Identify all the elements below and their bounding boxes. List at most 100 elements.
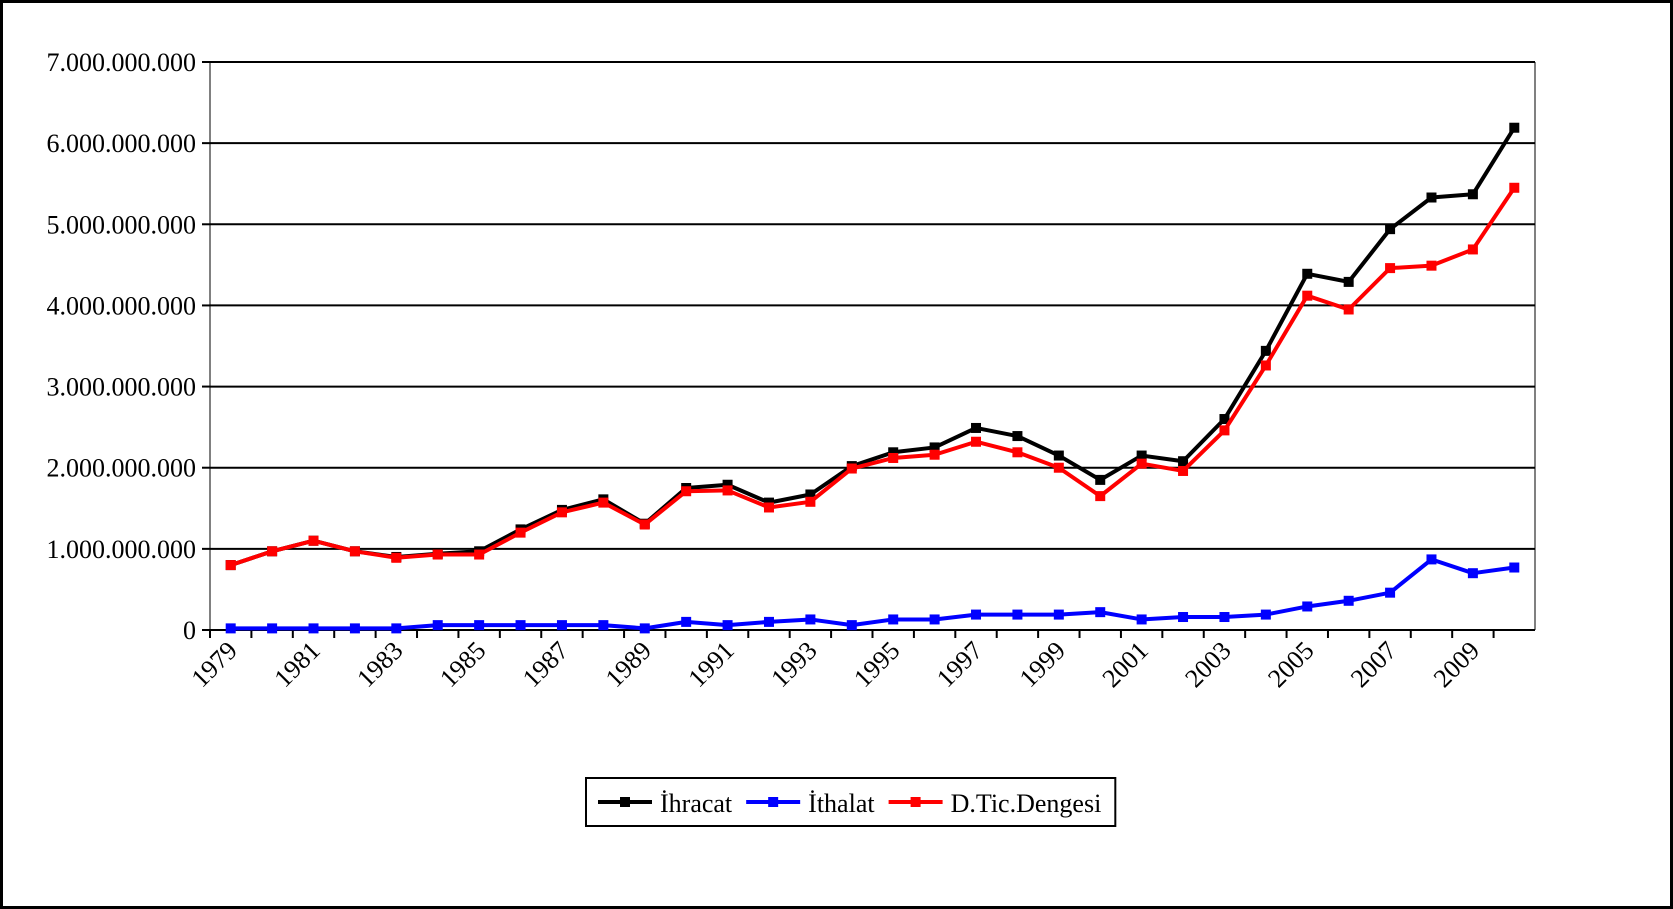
point-marker (681, 616, 692, 627)
point-marker (432, 549, 443, 560)
point-marker (929, 449, 940, 460)
point-marker (556, 507, 567, 518)
point-marker (1343, 595, 1354, 606)
point-marker (1302, 601, 1313, 612)
point-marker (805, 496, 816, 507)
point-marker (929, 442, 940, 453)
point-marker (763, 616, 774, 627)
point-marker (888, 452, 899, 463)
y-tick-label: 6.000.000.000 (47, 129, 197, 158)
point-marker (888, 447, 899, 458)
legend-marker (768, 797, 779, 807)
point-marker (1136, 614, 1147, 625)
point-marker (1136, 458, 1147, 469)
point-marker (391, 552, 402, 563)
point-marker (267, 546, 278, 557)
point-marker (1219, 425, 1230, 436)
point-marker (929, 614, 940, 625)
point-marker (681, 486, 692, 497)
point-marker (349, 623, 360, 634)
legend-label: D.Tic.Dengesi (951, 789, 1102, 818)
point-marker (1385, 263, 1396, 274)
point-marker (1178, 612, 1189, 623)
point-marker (474, 549, 485, 560)
point-marker (391, 623, 402, 634)
point-marker (1260, 609, 1271, 620)
point-marker (888, 614, 899, 625)
point-marker (971, 422, 982, 433)
point-marker (308, 535, 319, 546)
y-tick-label: 5.000.000.000 (47, 210, 197, 239)
point-marker (1260, 345, 1271, 356)
legend-label: İhracat (660, 789, 733, 818)
y-tick-label: 0 (183, 616, 196, 645)
point-marker (349, 546, 360, 557)
point-marker (1095, 491, 1106, 502)
point-marker (1426, 260, 1437, 271)
point-marker (267, 623, 278, 634)
point-marker (225, 623, 236, 634)
point-marker (1385, 224, 1396, 235)
point-marker (805, 614, 816, 625)
point-marker (722, 620, 733, 631)
point-marker (1509, 182, 1520, 193)
point-marker (1343, 276, 1354, 287)
y-tick-label: 7.000.000.000 (47, 48, 197, 77)
point-marker (474, 620, 485, 631)
point-marker (1343, 304, 1354, 315)
point-marker (1467, 189, 1478, 200)
point-marker (1178, 456, 1189, 467)
y-tick-label: 2.000.000.000 (47, 454, 197, 483)
point-marker (722, 479, 733, 490)
point-marker (598, 620, 609, 631)
point-marker (598, 497, 609, 508)
point-marker (1178, 465, 1189, 476)
point-marker (1053, 609, 1064, 620)
point-marker (556, 620, 567, 631)
point-marker (1509, 562, 1520, 573)
legend: İhracat İthalat D.Tic.Dengesi (585, 777, 1117, 827)
series-line (230, 557, 1515, 631)
point-marker (722, 485, 733, 496)
point-marker (1012, 609, 1023, 620)
point-marker (805, 489, 816, 500)
legend-marker (910, 797, 921, 807)
point-marker (1136, 450, 1147, 461)
point-marker (1467, 244, 1478, 255)
point-marker (515, 620, 526, 631)
point-marker (1095, 607, 1106, 618)
point-marker (1302, 268, 1313, 279)
y-tick-label: 4.000.000.000 (47, 291, 197, 320)
point-marker (1095, 474, 1106, 485)
point-marker (515, 527, 526, 538)
point-marker (1219, 612, 1230, 623)
point-marker (1426, 192, 1437, 203)
point-marker (971, 609, 982, 620)
point-marker (225, 560, 236, 571)
point-marker (1053, 462, 1064, 473)
point-marker (846, 620, 857, 631)
y-tick-label: 3.000.000.000 (47, 373, 197, 402)
point-marker (1467, 568, 1478, 579)
point-marker (639, 623, 650, 634)
point-marker (1012, 431, 1023, 442)
legend-marker (620, 797, 630, 807)
point-marker (1509, 122, 1520, 133)
point-marker (1053, 450, 1064, 461)
point-marker (1260, 360, 1271, 371)
point-marker (308, 623, 319, 634)
point-marker (432, 620, 443, 631)
point-marker (1426, 554, 1437, 565)
y-tick-label: 1.000.000.000 (47, 535, 197, 564)
point-marker (1219, 414, 1230, 425)
point-marker (846, 463, 857, 474)
point-marker (971, 436, 982, 447)
legend-label: İthalat (808, 789, 875, 818)
legend-box (585, 777, 1117, 827)
point-marker (639, 519, 650, 530)
point-marker (1302, 290, 1313, 301)
point-marker (763, 502, 774, 513)
series-line (230, 186, 1516, 567)
